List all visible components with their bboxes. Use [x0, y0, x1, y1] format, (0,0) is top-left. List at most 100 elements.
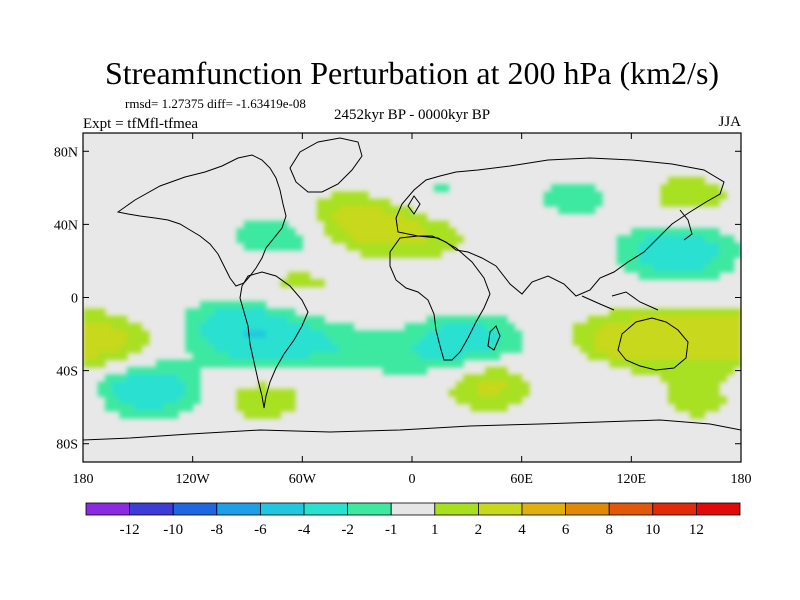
coastline-africa	[389, 235, 491, 361]
field-cell	[697, 366, 706, 375]
field-cell	[660, 264, 669, 273]
field-cell	[499, 403, 508, 412]
field-cell	[616, 315, 625, 324]
field-cell	[185, 366, 194, 375]
field-cell	[273, 410, 281, 419]
field-cell	[697, 323, 706, 331]
field-cell	[346, 359, 355, 368]
field-cell	[236, 359, 245, 368]
field-cell	[251, 330, 260, 339]
field-cell	[353, 359, 362, 368]
colorbar-label: 6	[562, 522, 570, 538]
field-cell	[433, 220, 442, 229]
field-cell	[338, 352, 347, 361]
field-cell	[170, 366, 179, 375]
field-cell	[221, 330, 230, 339]
field-cell	[675, 249, 684, 258]
field-cell	[258, 242, 267, 251]
field-cell	[682, 264, 691, 273]
field-cell	[660, 184, 669, 193]
field-cell	[485, 323, 494, 331]
field-cell	[711, 396, 720, 405]
field-cell	[302, 352, 311, 361]
field-cell	[243, 220, 252, 229]
field-cell	[697, 191, 706, 200]
field-cell	[719, 352, 727, 361]
field-cell	[316, 323, 325, 331]
field-cell	[368, 206, 377, 215]
y-tick-label: 80S	[56, 438, 78, 453]
field-cell	[441, 323, 450, 331]
field-cell	[675, 257, 684, 266]
x-tick-label: 180	[731, 472, 752, 487]
field-cell	[602, 337, 610, 346]
field-cell	[251, 242, 260, 251]
colorbar-swatch	[216, 502, 261, 516]
field-cell	[572, 198, 581, 207]
field-cell	[280, 220, 289, 229]
field-cell	[97, 359, 106, 368]
field-cell	[616, 323, 625, 331]
field-cell	[397, 220, 406, 229]
field-cell	[580, 330, 589, 339]
field-cell	[192, 352, 201, 361]
field-cell	[251, 359, 260, 368]
field-cell	[689, 184, 698, 193]
colorbar-swatch	[477, 502, 523, 516]
field-cell	[295, 359, 303, 368]
field-cell	[338, 359, 347, 368]
field-cell	[236, 330, 245, 339]
field-cell	[675, 264, 684, 273]
field-cell	[316, 337, 325, 346]
field-cell	[638, 228, 647, 236]
field-cell	[83, 337, 91, 346]
field-cell	[638, 242, 647, 251]
field-cell	[704, 249, 713, 258]
field-cell	[667, 191, 676, 200]
field-cell	[470, 330, 479, 339]
field-cell	[587, 330, 596, 339]
field-cell	[660, 323, 669, 331]
field-cell	[214, 308, 223, 317]
field-cell	[697, 242, 706, 251]
field-cell	[112, 403, 121, 412]
field-cell	[711, 184, 720, 193]
field-cell	[594, 191, 603, 200]
field-cell	[287, 337, 296, 346]
field-cell	[331, 330, 340, 339]
field-cell	[733, 345, 741, 353]
field-cell	[90, 308, 99, 317]
field-cell	[631, 345, 640, 353]
field-cell	[251, 323, 260, 331]
field-cell	[236, 352, 245, 361]
field-cell	[221, 337, 230, 346]
field-cell	[448, 315, 457, 324]
field-cell	[514, 345, 523, 353]
field-cell	[638, 315, 647, 324]
field-cell	[331, 352, 340, 361]
field-cell	[682, 228, 691, 236]
field-cell	[704, 396, 713, 405]
field-cell	[404, 206, 413, 215]
field-cell	[719, 359, 727, 368]
field-cell	[295, 279, 303, 288]
field-cell	[185, 323, 194, 331]
field-cell	[302, 330, 311, 339]
field-cell	[83, 359, 91, 368]
field-cell	[667, 308, 676, 317]
field-cell	[660, 271, 669, 280]
field-cell	[675, 315, 684, 324]
field-cell	[207, 323, 216, 331]
field-cell	[126, 403, 135, 412]
field-cell	[185, 345, 194, 353]
field-cell	[697, 359, 706, 368]
field-cell	[156, 388, 165, 397]
colorbar-swatch	[303, 502, 348, 516]
colorbar-swatch	[521, 502, 566, 516]
field-cell	[704, 374, 713, 383]
field-cell	[346, 352, 355, 361]
field-cell	[631, 235, 640, 244]
field-cell	[126, 388, 135, 397]
field-cell	[499, 396, 508, 405]
field-cell	[689, 359, 698, 368]
